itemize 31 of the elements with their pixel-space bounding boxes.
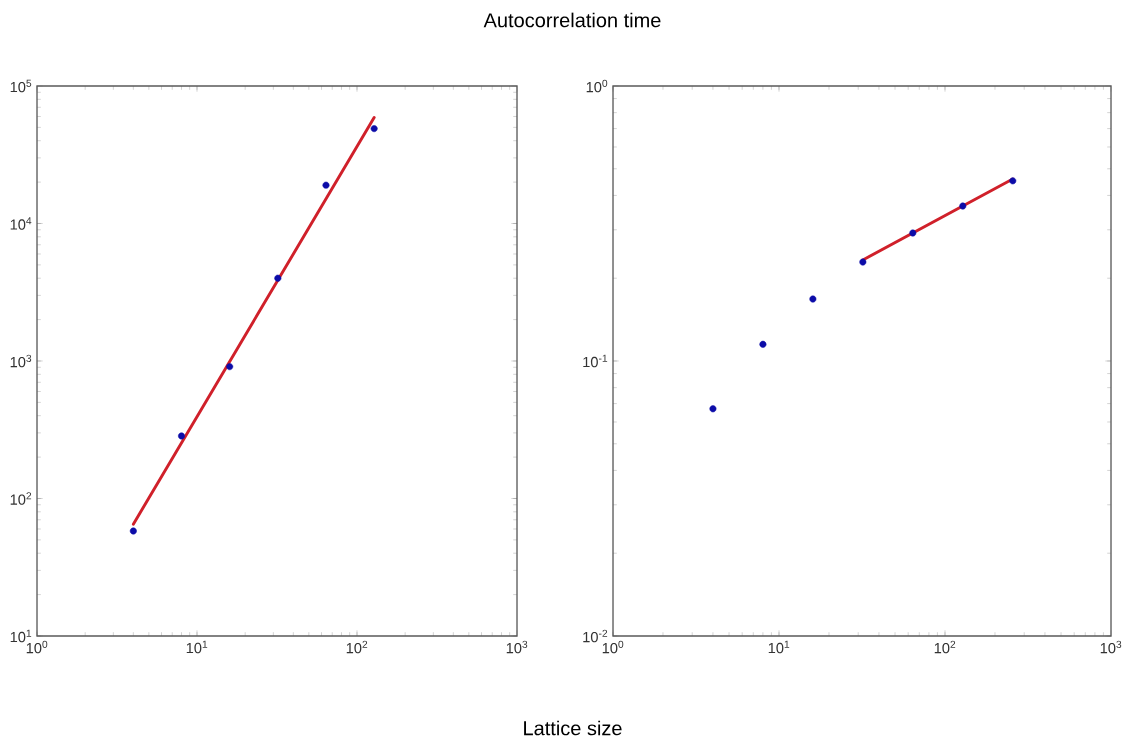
text: Autocorrelation time [483,12,661,28]
point [129,527,137,535]
point [1009,177,1017,185]
point [909,229,917,237]
point [959,202,967,210]
x-tick-label: 10$^{1}$ [186,640,208,654]
x-tick-label: 10$^{1}$ [768,640,790,654]
y-tick-label: 10$^{3}$ [10,354,32,368]
y-tick-label: 10$^{-2}$ [583,629,608,643]
point [709,405,717,413]
x-tick-label: 10$^{0}$ [602,640,624,654]
x-tick-label: 10$^{0}$ [26,640,48,654]
y-tick-label: 10$^{4}$ [10,217,32,230]
point [370,125,378,133]
y-tick-label: 10$^{0}$ [586,79,608,93]
x-tick-label: 10$^{3}$ [506,640,528,654]
y-tick-label: 10$^{5}$ [10,79,32,93]
x-tick-label: 10$^{2}$ [934,640,956,654]
y-tick-label: 10$^{2}$ [10,492,32,505]
point [322,181,330,189]
point [274,274,282,282]
y-tick-label: 10$^{-1}$ [583,354,608,368]
point [809,295,817,303]
y-tick-label: 10$^{1}$ [10,629,32,643]
point [859,258,867,266]
point [759,340,767,348]
point [178,432,185,440]
x-tick-label: 10$^{2}$ [346,640,368,654]
point [226,363,234,371]
x-axis-title: Lattice size [524,720,622,736]
x-tick-label: 10$^{3}$ [1100,640,1122,654]
